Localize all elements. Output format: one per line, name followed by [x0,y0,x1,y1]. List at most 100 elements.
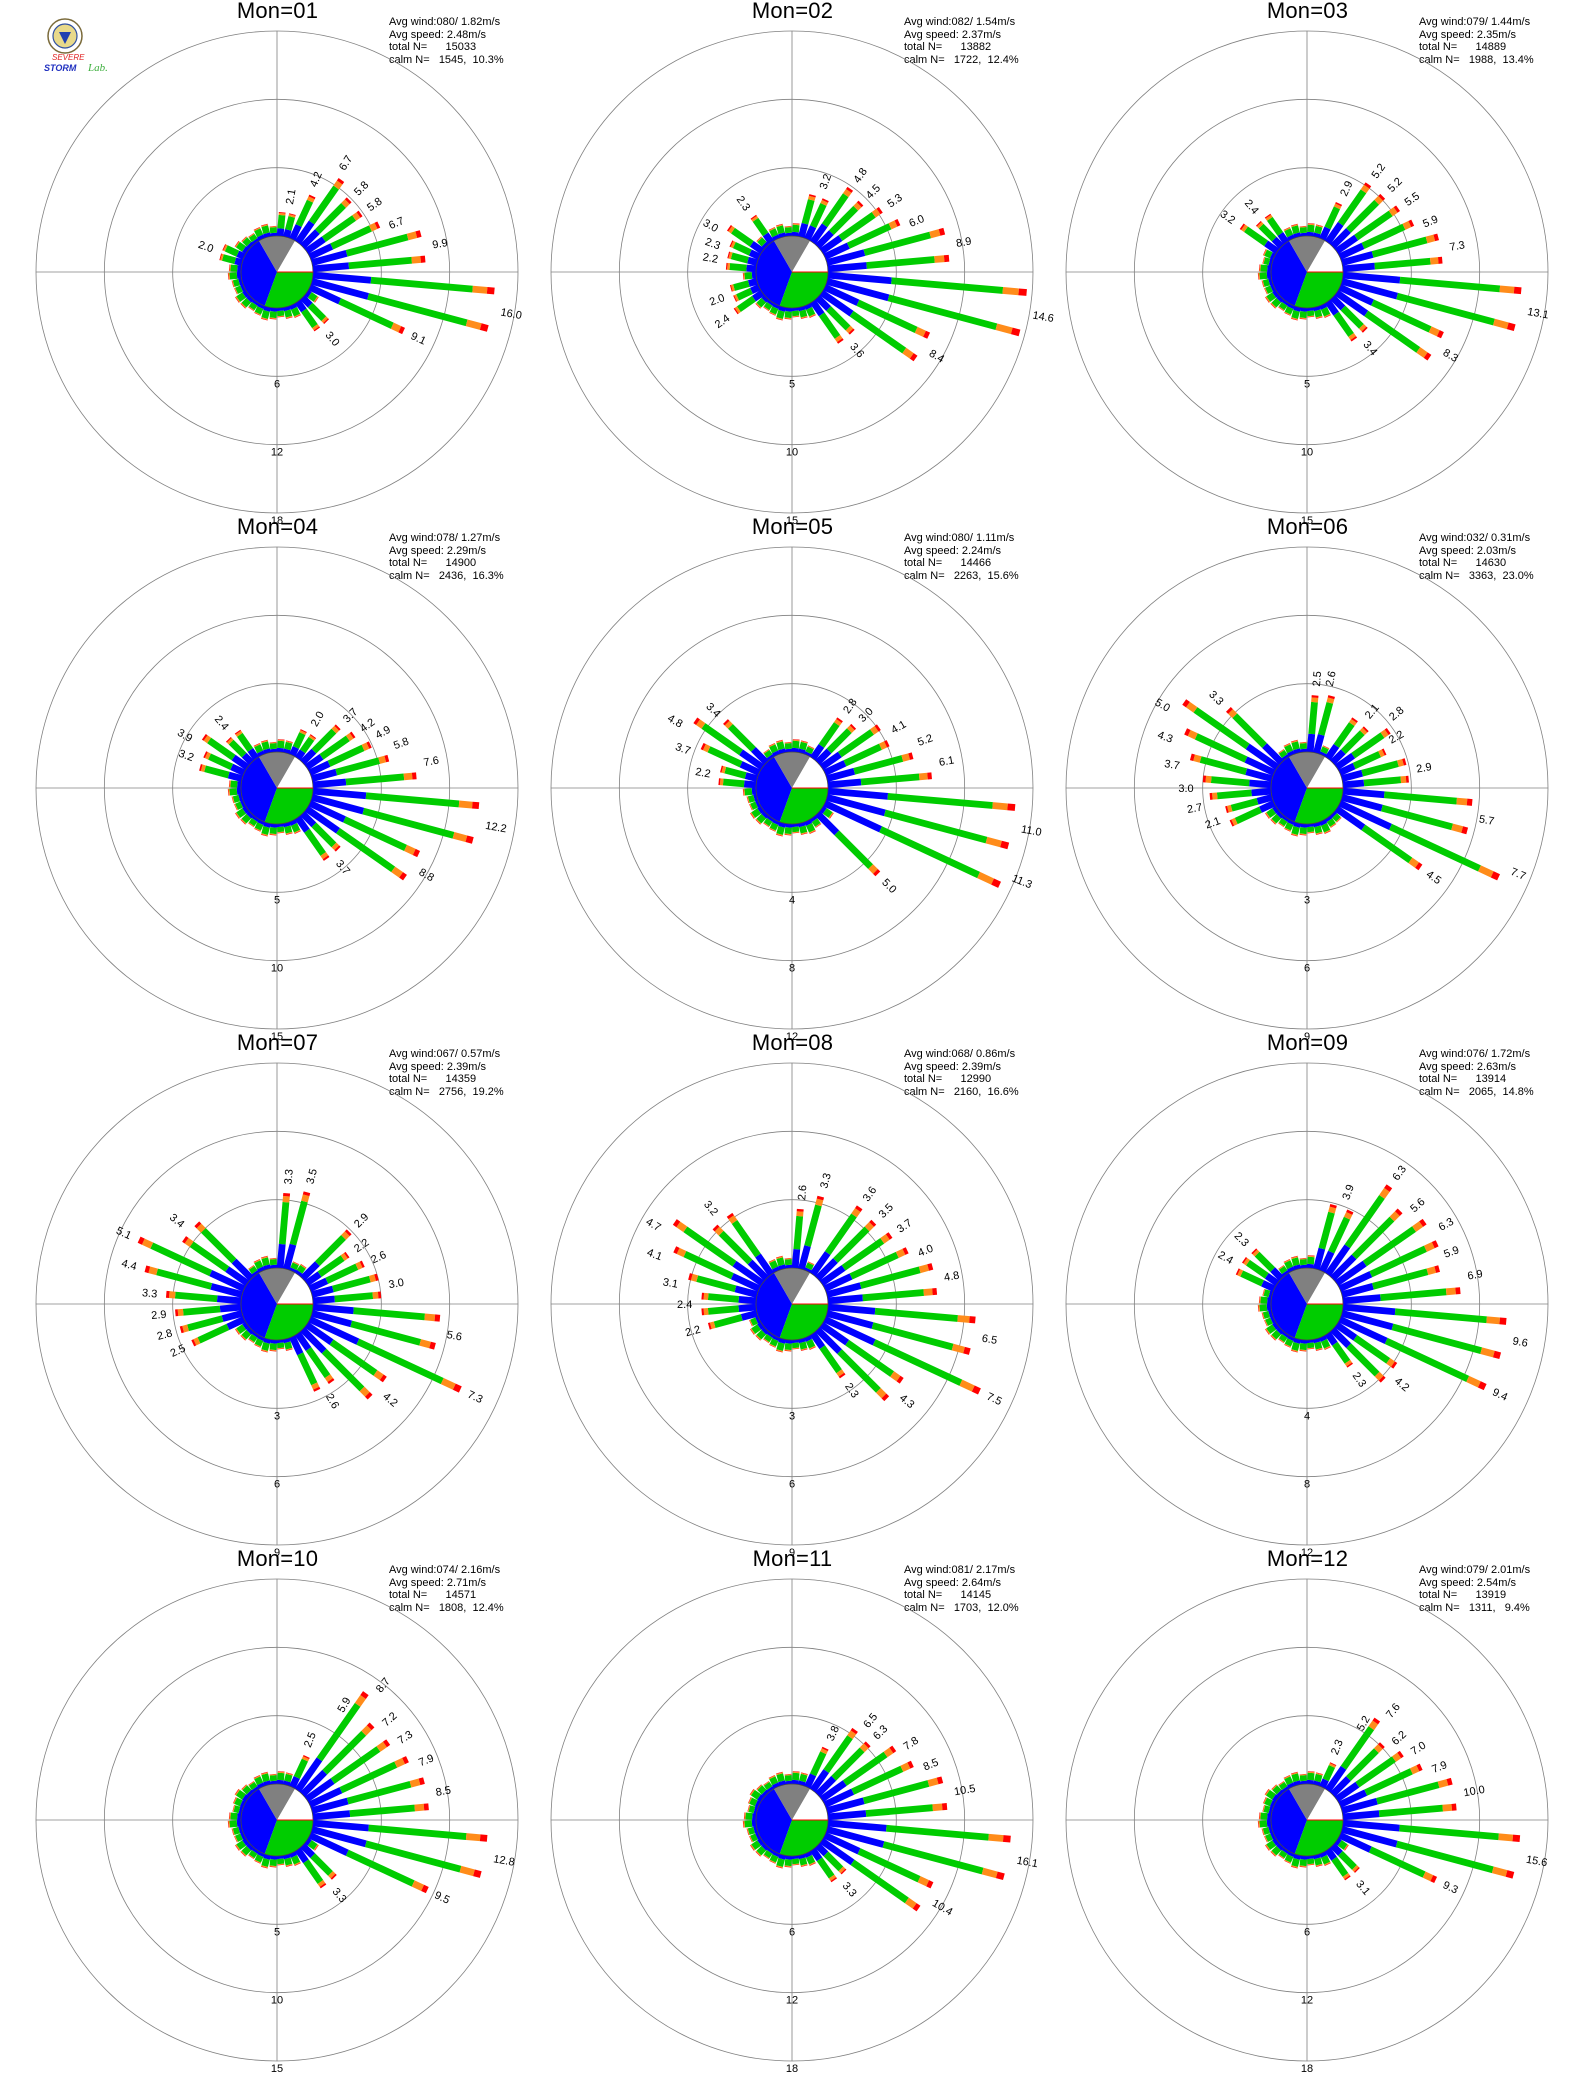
bar-value-label: 5.2 [916,732,934,749]
bar-segment [829,812,834,819]
bar-segment [755,1253,775,1277]
bar-segment [1331,1856,1349,1877]
bar-segment [1307,1348,1315,1350]
bar-segment [884,740,890,748]
bar-segment [231,280,234,288]
bar-segment [1378,193,1386,201]
bar-segment [769,1860,776,1864]
bar-segment [1281,1331,1290,1338]
bar-value-label: 5.3 [885,192,904,211]
bar-value-label: 7.2 [380,1710,399,1729]
bar-segment [1397,1750,1404,1759]
bar-segment [269,1865,277,1868]
direction-bar [769,819,780,832]
bar-segment [768,742,775,747]
bar-value-label: 8.9 [955,235,972,249]
direction-bar [1306,1255,1315,1269]
bar-segment [755,1832,761,1840]
bar-segment [792,1864,800,1866]
bar-segment [757,1794,765,1803]
direction-bar [804,1261,815,1273]
bar-segment [254,311,261,316]
bar-segment [959,1379,975,1392]
bar-segment [269,226,277,228]
bar-segment [819,1265,846,1287]
bar-segment [742,272,744,280]
bar-segment [784,1349,792,1352]
bar-segment [863,1741,871,1749]
bar-segment [1231,817,1238,826]
bar-segment [1311,697,1319,703]
bar-segment [269,1258,277,1260]
bar-segment [883,1747,894,1758]
bar-segment [927,772,932,780]
bar-segment [1265,296,1271,303]
direction-bar [1324,717,1358,761]
bar-segment [300,295,313,308]
stat-line: calm N= 1808, 12.4% [389,1601,504,1614]
bar-segment [415,230,422,238]
stat-line: total N= 14571 [389,1589,477,1602]
wind-rose-panel: Mon=10 Avg wind:074/ 2.16m/s Avg speed: 2.… [20,1546,535,2075]
bar-segment [203,751,208,759]
bar-segment [885,1232,893,1240]
panel-title: Mon=02 [751,0,834,23]
bar-segment [269,317,277,320]
bar-segment [825,1310,874,1329]
bar-segment [241,813,252,824]
direction-bar [804,303,816,319]
bar-segment [809,314,816,319]
bar-segment [1424,1242,1435,1252]
bar-segment [261,740,268,744]
bar-segment [769,228,779,238]
stat-line: calm N= 2436, 16.3% [389,569,504,582]
calm-slice [264,1304,313,1340]
bar-segment [792,310,800,317]
direction-bar [815,200,864,249]
bar-segment [1334,1321,1358,1341]
bar-segment [696,719,706,729]
bar-segment [1299,318,1307,320]
bar-segment [285,1347,293,1351]
bar-segment [1265,214,1273,221]
bar-segment [1342,1872,1350,1880]
bar-segment [1322,745,1330,750]
bar-segment [362,807,455,839]
bar-segment [312,1295,335,1305]
bar-segment [231,754,250,771]
bar-segment [270,232,278,237]
direction-bar [308,221,381,260]
bar-segment [776,1865,783,1868]
bar-segment [804,1204,822,1247]
bar-segment [1270,1267,1284,1281]
bar-segment [1284,312,1291,316]
bar-segment [729,263,747,272]
bar-segment [863,231,932,256]
bar-segment [1265,285,1273,294]
bar-segment [801,740,808,743]
bar-segment [918,1264,930,1274]
bar-segment [923,330,931,339]
bar-segment [809,1862,816,1867]
bar-segment [701,1292,705,1300]
bar-segment [1300,307,1308,312]
bar-segment [1315,1772,1323,1776]
ring-label: 6 [789,1479,795,1491]
bar-segment [736,287,753,301]
bar-segment [801,1772,808,1775]
bar-segment [800,740,808,744]
bar-segment [277,1348,285,1350]
bar-segment [776,1858,785,1867]
direction-bar [815,1741,871,1797]
bar-value-label: 12.2 [484,820,507,836]
calm-slice [1289,236,1325,272]
bar-segment [294,220,315,245]
stat-line: calm N= 2756, 19.2% [389,1085,504,1098]
bar-value-label: 3.5 [304,1167,320,1185]
bar-segment [269,834,277,836]
direction-bar [261,739,271,755]
bar-segment [331,725,340,734]
direction-bar [234,729,260,761]
bar-segment [1258,264,1260,272]
